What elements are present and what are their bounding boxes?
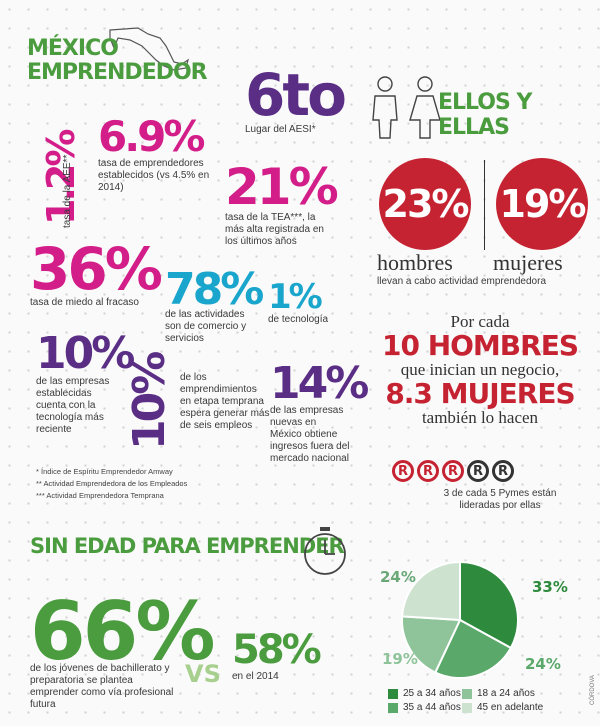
mexico-map-icon — [109, 27, 189, 71]
tech-value: 1% — [268, 277, 323, 317]
young-value: 66% — [30, 585, 215, 678]
legend-label: 35 a 44 años — [403, 702, 461, 713]
six-jobs-label: de los emprendimientos en etapa temprana… — [180, 372, 270, 431]
prev-value: 58% — [232, 627, 322, 673]
pie-data-label: 24% — [525, 655, 561, 673]
six-jobs-value: 10% — [124, 353, 175, 450]
tech-label: de tecnología — [268, 314, 329, 325]
pyme-icon-women: R — [392, 460, 414, 482]
pie-data-label: 24% — [380, 568, 416, 586]
gender-caption: llevan a cabo actividad emprendedora — [377, 276, 546, 287]
aesi-value: 6to — [245, 61, 347, 129]
pie-data-label: 19% — [382, 650, 418, 668]
pie-slice — [459, 560, 519, 650]
recent-tech-label: de las empresas establecidas cuenta con … — [36, 376, 110, 435]
page-title: MÉXICO EMPRENDEDOR — [27, 36, 208, 85]
ratio-line1: Por cada — [450, 312, 510, 331]
legend-swatch — [388, 702, 398, 713]
legend-entry: 35 a 44 años — [388, 702, 461, 713]
young-label: de los jóvenes de bachillerato y prepara… — [30, 663, 174, 710]
tea-label: tasa de la TEA***, la más alta registrad… — [225, 212, 324, 247]
pyme-icon-women: R — [442, 460, 464, 482]
clock-icon — [304, 527, 346, 575]
legend-label: 25 a 34 años — [403, 688, 461, 699]
aesi-label: Lugar del AESI* — [245, 124, 316, 135]
men-circle: 23% — [379, 158, 471, 250]
men-label: hombres — [377, 250, 453, 275]
pyme-icon-women: R — [417, 460, 439, 482]
commerce-label: de las actividades son de comercio y ser… — [165, 309, 247, 344]
legend-swatch — [462, 702, 472, 713]
tea-value: 21% — [225, 158, 339, 216]
commerce-value: 78% — [165, 264, 264, 315]
aee-value: 1.2% — [39, 131, 83, 225]
ratio-line4: 8.3 MUJERES — [385, 377, 575, 410]
aee-label: tasa de la AEE** — [62, 154, 73, 228]
pie-data-label: 33% — [532, 578, 568, 596]
ratio-block: Por cada 10 HOMBRES que inician un negoc… — [380, 312, 580, 428]
foreign-value: 14% — [270, 358, 369, 409]
divider — [484, 160, 485, 250]
legend-label: 18 a 24 años — [477, 688, 535, 699]
pymes-caption: 3 de cada 5 Pymes están lideradas por el… — [443, 488, 557, 511]
age-title: SIN EDAD PARA EMPRENDER — [30, 534, 345, 558]
ratio-line5: también lo hacen — [421, 408, 539, 427]
pie-slice — [401, 615, 462, 674]
fear-label: tasa de miedo al fracaso — [30, 297, 139, 308]
six-jobs-stat: 10% — [124, 354, 175, 450]
legend-entry: 18 a 24 años — [462, 688, 535, 699]
established-label: tasa de emprendedores establecidos (vs 4… — [98, 158, 210, 193]
footnote: * Índice de Espíritu Emprendedor Amway — [36, 467, 173, 476]
legend-swatch — [462, 688, 472, 699]
vs-label: VS — [185, 660, 221, 688]
legend-entry: 45 en adelante — [462, 702, 543, 713]
legend-entry: 25 a 34 años — [388, 688, 461, 699]
legend-label: 45 en adelante — [477, 702, 544, 713]
legend-swatch — [388, 688, 398, 699]
credit: CÓRDOVA — [590, 675, 596, 705]
footnote: *** Actividad Emprendedora Temprana — [36, 491, 164, 500]
prev-label: en el 2014 — [232, 671, 279, 682]
pyme-icon: R — [492, 460, 514, 482]
gender-title: ELLOS Y ELLAS — [438, 90, 532, 140]
ratio-line3: que inician un negocio, — [400, 360, 560, 379]
women-label: mujeres — [493, 250, 563, 275]
footnote: ** Actividad Emprendedora de los Emplead… — [36, 479, 188, 488]
age-pie-chart — [401, 560, 519, 679]
fear-value: 36% — [30, 235, 163, 303]
man-woman-icon — [372, 76, 441, 139]
ratio-line2: 10 HOMBRES — [381, 329, 579, 362]
recent-tech-value: 10% — [36, 328, 135, 379]
pyme-icon: R — [467, 460, 489, 482]
foreign-label: de las empresas nuevas en México obtiene… — [270, 405, 350, 464]
pie-slice — [401, 560, 461, 622]
established-value: 6.9% — [98, 112, 205, 161]
footnotes: * Índice de Espíritu Emprendedor Amway *… — [36, 466, 187, 502]
women-circle: 19% — [496, 158, 588, 250]
